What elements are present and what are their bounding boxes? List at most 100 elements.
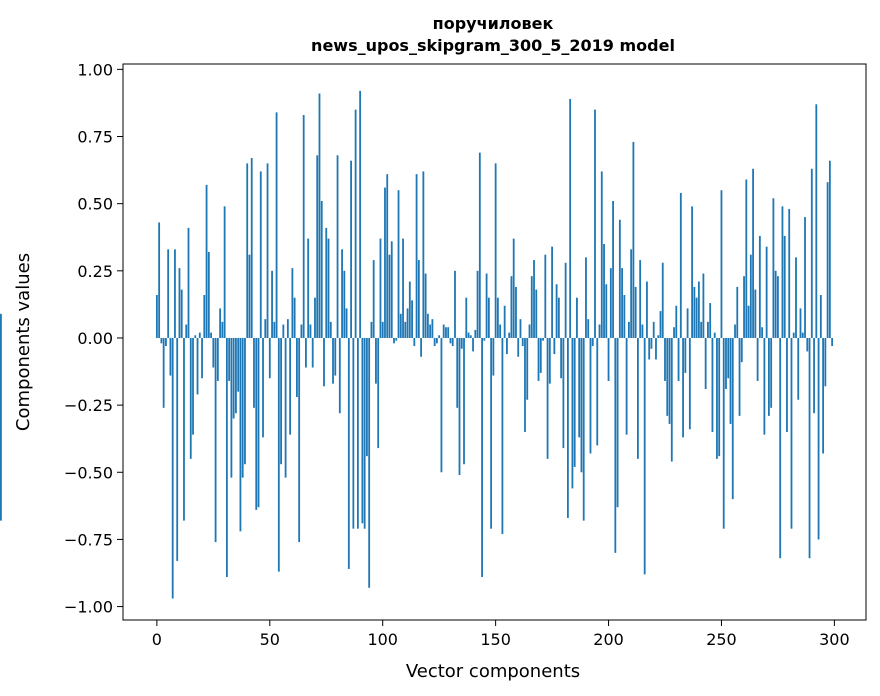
bar-167 <box>533 260 535 338</box>
bar-125 <box>438 335 441 338</box>
bar-224 <box>661 262 664 338</box>
bar-282 <box>792 332 795 338</box>
bar-14 <box>187 227 190 338</box>
bar-231 <box>677 337 680 381</box>
bar-223 <box>659 311 662 338</box>
bar-206 <box>621 268 623 338</box>
bar-298 <box>828 160 831 338</box>
bar-158 <box>512 238 515 338</box>
bar-286 <box>801 332 804 338</box>
x-axis-ticks: 0 50 100 150 200 250 300 <box>152 620 850 649</box>
bar-52 <box>273 321 276 338</box>
bar-236 <box>688 337 691 430</box>
x-axis-label: Vector components <box>406 661 580 682</box>
bar-262 <box>747 305 750 338</box>
bar-128 <box>445 327 447 338</box>
bar-5 <box>167 249 170 338</box>
bar-250 <box>720 190 723 338</box>
bar-149 <box>492 337 495 376</box>
bar-215 <box>641 324 644 338</box>
y-tick-label: −1.00 <box>64 598 113 617</box>
bar-11 <box>180 289 183 338</box>
bar-184 <box>571 337 574 489</box>
bar-23 <box>207 252 210 338</box>
bar-193 <box>591 337 594 347</box>
bar-18 <box>196 337 199 395</box>
bar-81 <box>338 337 341 414</box>
bar-254 <box>729 337 732 424</box>
bar-261 <box>745 179 748 338</box>
bar-133 <box>456 337 459 408</box>
bar-171 <box>542 337 544 341</box>
bar-68 <box>309 324 312 338</box>
chart-subtitle: news_upos_skipgram_300_5_2019 model <box>311 36 675 55</box>
bar-192 <box>589 337 592 454</box>
bar-111 <box>406 308 409 338</box>
bar-272 <box>770 337 773 408</box>
bar-162 <box>521 337 524 347</box>
bar-131 <box>451 337 454 347</box>
bar-80 <box>336 155 339 338</box>
bar-279 <box>786 337 788 432</box>
bar-126 <box>440 337 443 473</box>
bar-77 <box>329 321 332 338</box>
bars-group <box>0 90 834 599</box>
bar-87 <box>352 337 355 529</box>
bar-271 <box>767 337 770 416</box>
bar-238 <box>693 286 696 338</box>
bar-139 <box>469 335 472 338</box>
bar-91 <box>361 337 364 524</box>
bar-147 <box>487 297 490 338</box>
bar-179 <box>560 337 563 379</box>
bar-127 <box>442 324 445 338</box>
bar-265 <box>754 289 757 338</box>
bar-267 <box>758 235 761 338</box>
bar-55 <box>280 337 282 465</box>
bar-163 <box>524 337 526 432</box>
bar-161 <box>519 319 522 338</box>
bar-24 <box>210 332 212 338</box>
bar-36 <box>237 337 240 392</box>
bar-257 <box>736 286 739 338</box>
bar-102 <box>386 174 389 338</box>
bar-292 <box>815 104 818 338</box>
bar-274 <box>774 270 777 338</box>
bar-7 <box>171 337 174 599</box>
bar-undefined <box>0 313 2 338</box>
bar-62 <box>295 337 298 398</box>
y-tick-label: 0.75 <box>77 128 113 147</box>
bar-83 <box>343 270 346 338</box>
bar-30 <box>223 206 226 338</box>
bar-173 <box>546 337 549 459</box>
bar-51 <box>271 270 273 338</box>
bar-221 <box>655 337 657 360</box>
bar-239 <box>695 297 698 338</box>
bar-4 <box>165 337 167 347</box>
bar-99 <box>379 238 382 338</box>
bar-43 <box>253 337 255 408</box>
bar-134 <box>458 337 461 475</box>
bar-204 <box>616 337 619 508</box>
bar-71 <box>316 155 319 338</box>
bar-200 <box>607 337 610 381</box>
bar-48 <box>264 319 267 338</box>
bar-235 <box>686 308 689 338</box>
y-tick-label: −0.25 <box>64 396 113 415</box>
bar-234 <box>684 337 687 373</box>
bar-72 <box>318 93 321 338</box>
bar-112 <box>408 281 411 338</box>
bar-42 <box>250 158 253 338</box>
bar-10 <box>178 268 181 338</box>
bar-137 <box>465 297 468 338</box>
bar-138 <box>467 332 470 338</box>
bar-229 <box>673 327 675 338</box>
bar-142 <box>476 270 479 338</box>
bar-144 <box>481 337 483 578</box>
bar-196 <box>598 324 601 338</box>
bar-92 <box>363 337 366 529</box>
bar-255 <box>731 337 734 500</box>
bar-73 <box>320 200 323 338</box>
bar-256 <box>734 324 736 338</box>
bar-288 <box>806 337 809 352</box>
bar-136 <box>463 337 465 465</box>
